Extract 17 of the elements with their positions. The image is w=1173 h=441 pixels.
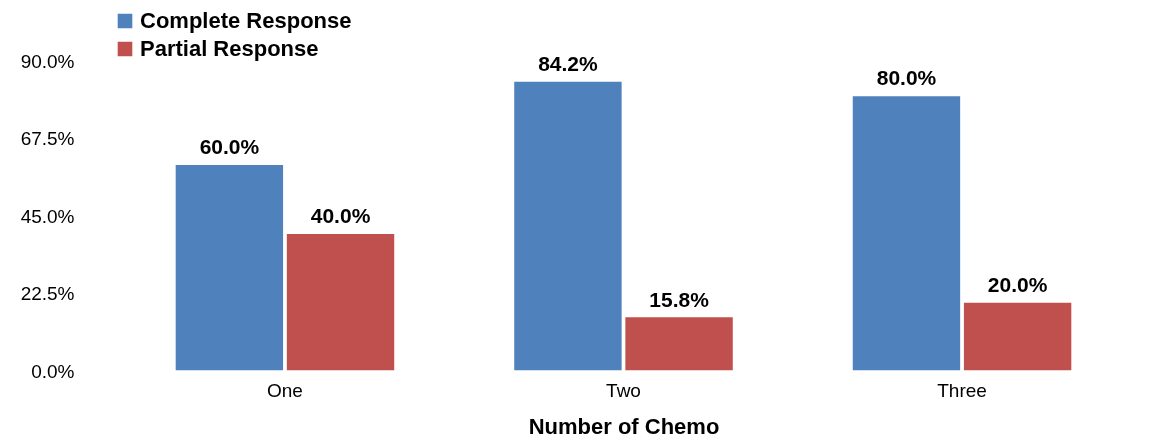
text: 80.0% — [876, 66, 937, 90]
text: 15.8% — [649, 287, 709, 311]
y-tick-label: 90.0% — [20, 50, 75, 72]
text: 84.2% — [538, 51, 598, 75]
text: 40.0% — [310, 204, 371, 228]
y-tick-label: 67.5% — [20, 128, 75, 149]
y-tick-label: 22.5% — [20, 283, 75, 304]
x-axis-title: Number of Chemo — [528, 413, 720, 439]
legend-label: Complete Response — [140, 8, 352, 33]
x-tick-label: One — [267, 379, 303, 401]
text: 60.0% — [199, 135, 260, 159]
legend-label: Partial Response — [140, 36, 319, 61]
x-tick-label: Three — [937, 379, 987, 401]
x-tick-label: Two — [606, 379, 641, 401]
y-tick-label: 45.0% — [20, 205, 75, 227]
text: 20.0% — [987, 273, 1048, 297]
y-tick-label: 0.0% — [31, 360, 75, 382]
